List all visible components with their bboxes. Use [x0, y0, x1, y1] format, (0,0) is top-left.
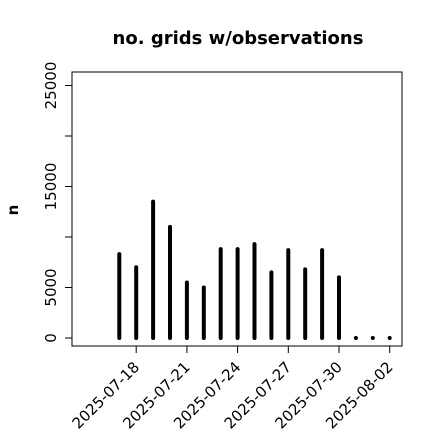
bar-zero	[353, 336, 358, 340]
y-tick-label: 15000	[42, 163, 60, 211]
bar-zero	[387, 336, 392, 340]
plot-frame	[71, 71, 403, 347]
y-tick-label: 0	[42, 333, 60, 343]
y-tick-label: 5000	[42, 268, 60, 306]
x-axis: 2025-07-182025-07-212025-07-242025-07-27…	[69, 346, 397, 432]
chart-title: no. grids w/observations	[113, 28, 364, 49]
bars	[117, 199, 392, 340]
y-tick-label: 25000	[42, 62, 60, 110]
y-axis: 0 5000 15000 25000	[42, 62, 72, 343]
bar-zero	[370, 336, 375, 340]
y-axis-label: n	[4, 205, 22, 216]
